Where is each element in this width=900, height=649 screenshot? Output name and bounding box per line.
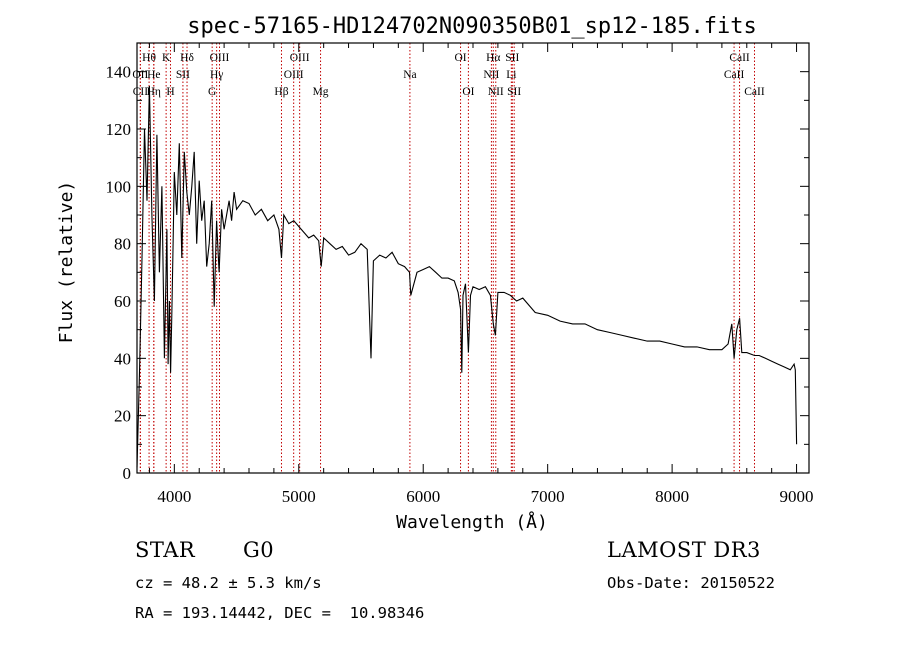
object-subclass: G0 bbox=[243, 538, 275, 562]
line-marker-label: G bbox=[208, 86, 216, 98]
line-marker-label: OI bbox=[454, 52, 466, 64]
y-tick-label: 40 bbox=[114, 349, 131, 368]
x-axis-ticks: 4000 5000 6000 7000 8000 9000 bbox=[148, 43, 814, 506]
line-marker-label: CaII bbox=[729, 52, 750, 64]
y-axis-label: Flux (relative) bbox=[56, 181, 77, 344]
y-tick-label: 0 bbox=[123, 464, 132, 483]
line-markers bbox=[139, 43, 755, 473]
line-marker-label: OIII bbox=[284, 69, 304, 81]
line-marker-label: Li bbox=[506, 69, 516, 81]
line-marker-label: Na bbox=[403, 69, 416, 81]
line-marker-label: He bbox=[147, 69, 160, 81]
line-marker-label: Hη bbox=[147, 86, 161, 98]
line-marker-label: OIII bbox=[210, 52, 230, 64]
line-marker-label: SII bbox=[176, 69, 190, 81]
line-marker-label: SII bbox=[507, 86, 521, 98]
x-axis-label: Wavelength (Å) bbox=[396, 511, 548, 533]
redshift-text: cz = 48.2 ± 5.3 km/s bbox=[135, 574, 322, 592]
y-tick-label: 80 bbox=[114, 235, 131, 254]
line-marker-label: Hθ bbox=[142, 52, 156, 64]
line-marker-label: H bbox=[166, 86, 174, 98]
y-tick-label: 120 bbox=[106, 120, 132, 139]
y-tick-label: 100 bbox=[106, 177, 132, 196]
survey-name: LAMOST DR3 bbox=[607, 538, 761, 562]
y-axis-ticks: 0 20 40 60 80 100 120 140 bbox=[106, 42, 809, 483]
object-class: STAR bbox=[135, 538, 196, 562]
line-marker-label: K bbox=[162, 52, 171, 64]
line-marker-label: Hα bbox=[486, 52, 500, 64]
x-tick-label: 6000 bbox=[406, 487, 440, 506]
y-tick-label: 140 bbox=[106, 63, 132, 82]
line-marker-label: OIII bbox=[290, 52, 310, 64]
line-marker-label: Hδ bbox=[180, 52, 194, 64]
x-tick-label: 9000 bbox=[780, 487, 814, 506]
x-tick-label: 7000 bbox=[531, 487, 565, 506]
line-marker-label: NII bbox=[483, 69, 499, 81]
line-marker-label: Hγ bbox=[210, 69, 223, 81]
line-marker-label: Hβ bbox=[274, 86, 288, 98]
obs-date-text: Obs-Date: 20150522 bbox=[607, 574, 775, 592]
line-marker-label: CaII bbox=[744, 86, 765, 98]
y-tick-label: 20 bbox=[114, 407, 131, 426]
spectrum-line bbox=[136, 85, 798, 468]
line-marker-label: SII bbox=[505, 52, 519, 64]
x-tick-label: 8000 bbox=[655, 487, 689, 506]
coords-text: RA = 193.14442, DEC = 10.98346 bbox=[135, 604, 425, 622]
line-marker-label: OI bbox=[462, 86, 474, 98]
chart-title: spec-57165-HD124702N090350B01_sp12-185.f… bbox=[187, 14, 757, 39]
line-marker-label: Mg bbox=[313, 86, 329, 98]
line-marker-label: OII bbox=[132, 69, 148, 81]
y-tick-label: 60 bbox=[114, 292, 131, 311]
line-marker-label: NII bbox=[488, 86, 504, 98]
x-tick-label: 4000 bbox=[157, 487, 191, 506]
line-marker-label: CaII bbox=[724, 69, 745, 81]
plot-frame bbox=[136, 42, 810, 474]
x-tick-label: 5000 bbox=[282, 487, 316, 506]
